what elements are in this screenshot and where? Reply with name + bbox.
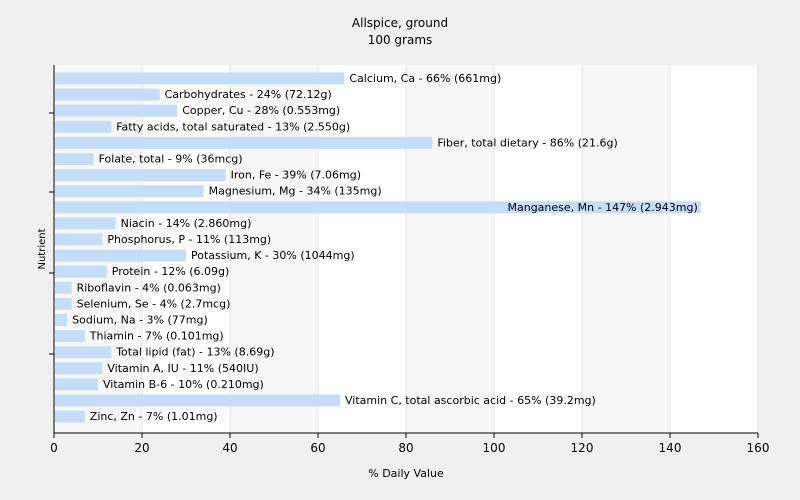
bar-label: Manganese, Mn - 147% (2.943mg) [507,201,697,214]
bar-label: Phosphorus, P - 11% (113mg) [107,233,271,246]
bar [55,185,204,198]
x-tick-label: 20 [134,441,149,455]
y-axis-label: Nutrient [37,228,48,269]
chart-subtitle: 100 grams [368,33,433,47]
bar [55,297,72,310]
bar [55,249,186,262]
x-tick-label: 0 [50,441,58,455]
plot-band [230,65,318,433]
bar [55,88,160,101]
bar-label: Total lipid (fat) - 13% (8.69g) [115,346,274,359]
bar-label: Thiamin - 7% (0.101mg) [89,330,224,343]
bar-label: Sodium, Na - 3% (77mg) [72,314,208,327]
bar [55,120,112,133]
bar-label: Vitamin C, total ascorbic acid - 65% (39… [345,394,596,407]
bar [55,153,94,165]
bar-labels: Calcium, Ca - 66% (661mg) Carbohydrates -… [72,72,698,423]
bar [55,346,112,359]
x-tick-label: 40 [222,441,237,455]
x-tick-label: 100 [483,441,506,455]
bar-label: Selenium, Se - 4% (2.7mcg) [77,297,231,310]
bar-label: Niacin - 14% (2.860mg) [121,217,252,230]
x-tick-label: 140 [659,441,682,455]
bar [55,233,103,246]
bar-label: Calcium, Ca - 66% (661mg) [349,72,501,85]
bar [55,394,340,407]
bar [55,217,116,230]
bar [55,314,68,326]
bar-label: Potassium, K - 30% (1044mg) [191,249,355,262]
bar [55,136,433,149]
bar-label: Vitamin B-6 - 10% (0.210mg) [103,378,264,391]
bar [55,281,72,294]
plot-band [582,65,670,433]
bar [55,72,345,85]
bar-label: Folate, total - 9% (36mcg) [99,153,243,166]
bar [55,201,701,214]
bar-label: Iron, Fe - 39% (7.06mg) [231,169,361,182]
bar [55,169,226,182]
chart-title: Allspice, ground [352,16,448,30]
bar [55,378,98,391]
plot-band [406,65,494,433]
bars [55,72,701,423]
bar-label: Zinc, Zn - 7% (1.01mg) [90,410,218,423]
bar-label: Magnesium, Mg - 34% (135mg) [209,185,382,198]
bar [55,265,107,278]
x-tick-label: 80 [398,441,413,455]
bar [55,104,178,117]
bar [55,330,85,343]
bar-label: Protein - 12% (6.09g) [112,265,230,278]
x-axis-label: % Daily Value [368,467,444,480]
bar-label: Fiber, total dietary - 86% (21.6g) [437,136,617,149]
bar [55,410,85,423]
bar-label: Vitamin A, IU - 11% (540IU) [107,362,258,375]
x-tick-label: 60 [310,441,325,455]
bar-label: Fatty acids, total saturated - 13% (2.55… [116,120,350,133]
bar-label: Copper, Cu - 28% (0.553mg) [182,104,340,117]
x-tick-label: 120 [571,441,594,455]
x-tick-label: 160 [747,441,770,455]
bar-label: Riboflavin - 4% (0.063mg) [77,281,221,294]
bar-label: Carbohydrates - 24% (72.12g) [165,88,332,101]
axes: 0 20 40 60 80 100 120 140 160 [49,65,769,455]
grid-lines [141,65,759,433]
bar [55,362,103,375]
